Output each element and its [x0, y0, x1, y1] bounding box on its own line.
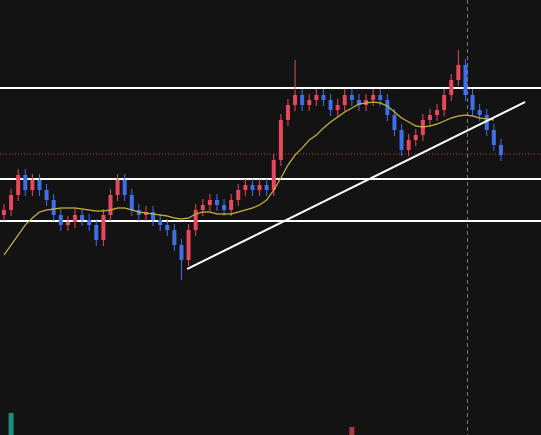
candle-body	[72, 215, 77, 222]
candle-body	[378, 95, 383, 100]
candle-body	[165, 225, 170, 230]
candle-body	[257, 185, 262, 190]
candle-body	[9, 195, 14, 210]
candle-body	[30, 180, 35, 190]
candle-body	[250, 185, 255, 190]
candle-body	[307, 100, 312, 105]
candle-body	[406, 140, 411, 150]
candle-body	[449, 80, 454, 95]
moving-average	[3, 101, 494, 256]
candle-body	[470, 95, 475, 110]
trendline	[186, 101, 526, 270]
candle-body	[101, 215, 106, 240]
candle-body	[484, 115, 489, 130]
candle-body	[207, 200, 212, 205]
candle-body	[435, 110, 440, 115]
candle-body	[94, 225, 99, 240]
candle-body	[122, 180, 127, 195]
candle-body	[300, 95, 305, 105]
candle-body	[214, 200, 219, 205]
candle-body	[271, 160, 276, 190]
candle-body	[23, 175, 28, 190]
candle-body	[222, 205, 227, 210]
candle-body	[37, 180, 42, 190]
candle-body	[58, 215, 63, 225]
candle-body	[87, 220, 92, 225]
candle-body	[342, 95, 347, 105]
candle-body	[151, 212, 156, 220]
candle-body	[236, 190, 241, 200]
volume-bar	[349, 427, 355, 435]
candle-body	[51, 200, 56, 215]
candle-body	[385, 100, 390, 115]
candle-body	[427, 115, 432, 120]
candle-body	[200, 205, 205, 210]
candle-body	[491, 130, 496, 145]
candle-body	[193, 210, 198, 230]
candle-body	[172, 230, 177, 245]
candle-body	[392, 115, 397, 130]
candle-body	[108, 195, 113, 215]
candle-body	[278, 120, 283, 160]
candle-body	[44, 190, 49, 200]
candle-body	[80, 215, 85, 220]
candle-body	[356, 100, 361, 105]
candle-body	[477, 110, 482, 115]
candle-body	[293, 95, 298, 105]
candle-body	[349, 95, 354, 100]
candle-body	[179, 245, 184, 260]
candle-body	[321, 95, 326, 100]
candle-body	[335, 105, 340, 110]
candle-body	[314, 95, 319, 100]
candle-body	[186, 230, 191, 260]
candle-body	[456, 65, 461, 80]
candle-body	[371, 95, 376, 100]
candle-body	[264, 185, 269, 190]
candle-body	[115, 180, 120, 195]
candle-body	[413, 135, 418, 140]
candle-body	[498, 145, 503, 155]
candle-body	[285, 105, 290, 120]
candle-body	[129, 195, 134, 210]
candle-body	[243, 185, 248, 190]
candle-body	[1, 210, 6, 215]
candle-body	[158, 220, 163, 225]
candle-body	[463, 65, 468, 95]
candle-body	[328, 100, 333, 110]
candle-body	[399, 130, 404, 150]
candle-body	[16, 175, 21, 195]
candle-body	[65, 222, 70, 225]
candle-body	[442, 95, 447, 110]
candle-body	[229, 200, 234, 210]
volume-bar	[8, 413, 14, 435]
